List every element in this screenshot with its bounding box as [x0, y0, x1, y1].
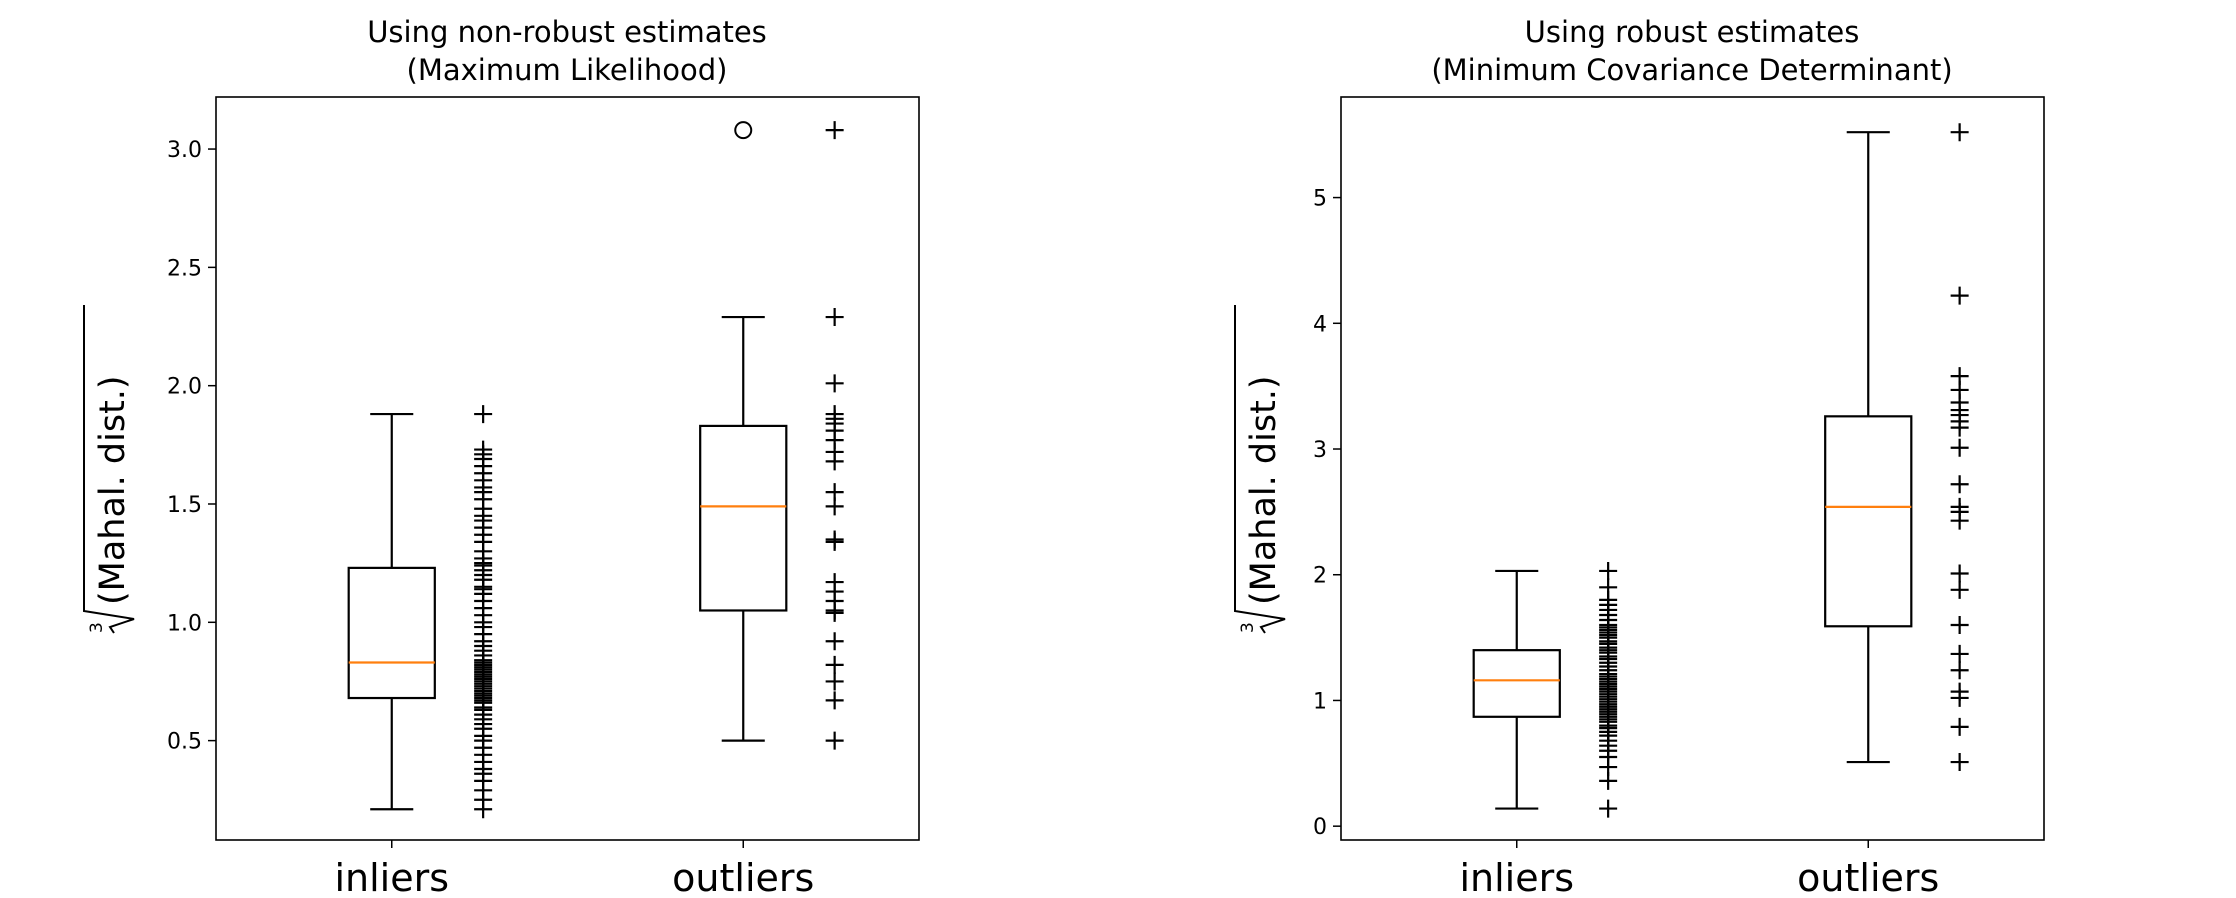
data-point-plus — [1950, 644, 1969, 663]
data-point-plus — [825, 603, 844, 622]
subplot-robust: Using robust estimates (Minimum Covarian… — [1234, 15, 2045, 898]
y-axis-label-root-index: 3 — [87, 622, 107, 633]
subplot-non-robust: Using non-robust estimates (Maximum Like… — [83, 15, 920, 898]
chart-title-line-2: (Minimum Covariance Determinant) — [1431, 53, 1952, 87]
data-point-plus — [1599, 578, 1618, 597]
flier-point — [734, 121, 753, 140]
plot-area: 0 1 2 3 4 5 inliers outliers — [1313, 96, 2045, 898]
y-tick-label: 0.5 — [167, 730, 202, 755]
box-iqr — [1472, 649, 1561, 718]
box-iqr — [347, 566, 436, 700]
data-point-plus — [1950, 418, 1969, 437]
x-tick-label: outliers — [1797, 856, 1939, 898]
y-tick-label: 1.5 — [167, 493, 202, 518]
box-iqr — [699, 424, 788, 612]
y-axis-label: 3 (Mahal. dist.) — [83, 305, 135, 634]
data-point-plus — [825, 532, 844, 551]
data-point-plus — [1950, 753, 1969, 772]
radical-sign-icon — [83, 305, 135, 634]
data-point-plus — [1950, 286, 1969, 305]
chart-title-line-1: Using non-robust estimates — [367, 15, 767, 49]
y-tick-label: 4 — [1313, 312, 1327, 337]
y-tick-label: 2 — [1313, 564, 1327, 589]
y-tick-label: 5 — [1313, 187, 1327, 212]
data-point-plus — [825, 374, 844, 393]
chart-title-line-2: (Maximum Likelihood) — [407, 53, 728, 87]
data-point-plus — [1950, 580, 1969, 599]
x-tick-label: inliers — [1459, 856, 1574, 898]
y-tick-label: 3.0 — [167, 138, 202, 163]
y-tick-label: 2.5 — [167, 256, 202, 281]
radical-sign-icon — [1234, 305, 1286, 634]
data-point-plus — [474, 440, 493, 459]
data-point-plus — [1950, 438, 1969, 457]
box-iqr — [1824, 415, 1913, 628]
data-point-plus — [1950, 475, 1969, 494]
data-point-plus — [1950, 717, 1969, 736]
data-point-plus — [1950, 123, 1969, 142]
data-point-plus — [1950, 511, 1969, 530]
x-tick-label: outliers — [672, 856, 814, 898]
data-point-plus — [1950, 616, 1969, 635]
y-tick-label: 1 — [1313, 689, 1327, 714]
y-axis-label-root-index: 3 — [1238, 622, 1258, 633]
data-point-plus — [825, 308, 844, 327]
data-point-plus — [825, 672, 844, 691]
data-point-plus — [825, 731, 844, 750]
data-point-plus — [825, 632, 844, 651]
y-tick-label: 1.0 — [167, 611, 202, 636]
y-tick-label: 2.0 — [167, 375, 202, 400]
x-tick-label: inliers — [334, 856, 449, 898]
data-point-plus — [1950, 661, 1969, 680]
data-point-plus — [825, 497, 844, 516]
data-point-plus — [1599, 799, 1618, 818]
data-point-plus — [825, 452, 844, 471]
data-point-plus — [825, 691, 844, 710]
chart-title-line-1: Using robust estimates — [1525, 15, 1860, 49]
y-tick-label: 0 — [1313, 815, 1327, 840]
axes-frame — [215, 96, 920, 841]
data-point-plus — [1599, 561, 1618, 580]
data-point-plus — [1950, 688, 1969, 707]
y-tick-label: 3 — [1313, 438, 1327, 463]
axes-frame — [1340, 96, 2045, 841]
data-point-plus — [474, 405, 493, 424]
data-point-plus — [825, 655, 844, 674]
y-axis-label-radicand: (Mahal. dist.) — [93, 375, 133, 605]
y-axis-label-radicand: (Mahal. dist.) — [1244, 375, 1284, 605]
plot-area: 0.5 1.0 1.5 2.0 2.5 3.0 inliers outliers — [167, 96, 920, 898]
y-axis-label: 3 (Mahal. dist.) — [1234, 305, 1286, 634]
data-point-plus — [825, 121, 844, 140]
data-point-plus — [1950, 564, 1969, 583]
